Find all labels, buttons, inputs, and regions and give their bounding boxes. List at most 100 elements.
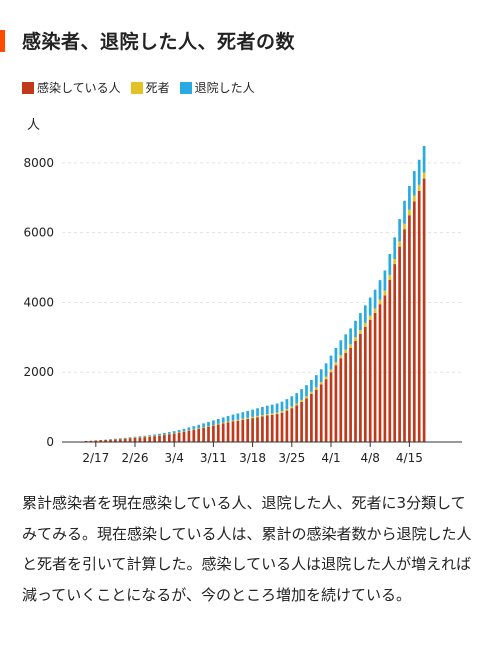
legend-swatch-infected xyxy=(22,81,34,94)
bar-death xyxy=(128,437,132,439)
bar-infected xyxy=(344,353,348,442)
x-tick-label: 4/8 xyxy=(361,451,380,465)
bar-infected xyxy=(261,416,264,442)
bar-recovered xyxy=(305,385,308,397)
bar-death xyxy=(280,411,284,413)
bar-recovered xyxy=(261,407,264,416)
bar-recovered xyxy=(148,435,152,437)
bar-infected xyxy=(251,418,254,442)
bar-recovered xyxy=(216,418,220,424)
bar-death xyxy=(158,435,161,436)
bar-infected xyxy=(408,215,411,442)
bar-death xyxy=(216,423,220,425)
legend-item-death: 死者 xyxy=(130,79,170,96)
bar-death xyxy=(153,435,156,437)
bar-recovered xyxy=(393,237,397,260)
bar-recovered xyxy=(412,171,416,196)
bar-infected xyxy=(314,389,318,442)
chart-title: 感染者、退院した人、死者の数 xyxy=(22,31,296,53)
bar-death xyxy=(290,406,294,409)
y-tick-label: 2000 xyxy=(23,365,54,379)
bar-infected xyxy=(398,246,401,442)
bar-recovered xyxy=(153,434,156,436)
bar-death xyxy=(133,437,137,438)
bar-infected xyxy=(422,178,426,442)
bar-recovered xyxy=(363,305,367,323)
y-tick-label: 0 xyxy=(46,435,54,449)
bar-recovered xyxy=(319,369,323,382)
bar-recovered xyxy=(138,436,142,438)
x-tick-label: 3/4 xyxy=(165,451,184,465)
bar-infected xyxy=(378,304,382,442)
bar-death xyxy=(123,438,127,439)
bar-death xyxy=(265,414,269,416)
bar-recovered xyxy=(339,340,343,356)
bar-infected xyxy=(354,340,357,442)
bar-infected xyxy=(329,372,333,442)
bar-recovered xyxy=(221,417,225,423)
bar-death xyxy=(251,416,254,419)
bar-infected xyxy=(89,440,93,442)
bar-death xyxy=(324,376,328,380)
bar-recovered xyxy=(359,313,362,331)
x-tick-labels: 2/17 2/26 3/4 3/11 3/18 3/25 4/1 4/8 4/15 xyxy=(82,451,423,465)
bar-infected xyxy=(202,427,205,442)
bar-infected xyxy=(319,384,323,442)
bar-recovered xyxy=(275,403,279,413)
bar-infected xyxy=(256,417,259,442)
x-tick-label: 3/25 xyxy=(278,451,305,465)
bar-infected xyxy=(138,437,142,442)
bar-recovered xyxy=(388,253,392,275)
legend-item-recovered: 退院した人 xyxy=(179,79,255,96)
bar-recovered xyxy=(167,432,171,434)
bar-recovered xyxy=(246,410,250,418)
bar-death xyxy=(339,355,343,359)
bar-death xyxy=(305,396,308,399)
bar-recovered xyxy=(114,438,117,440)
bar-death xyxy=(388,274,392,280)
bar-recovered xyxy=(300,389,303,400)
bar-death xyxy=(118,438,122,440)
bar-death xyxy=(319,381,323,385)
bar-infected xyxy=(349,347,352,442)
bar-death xyxy=(177,432,181,433)
bar-infected xyxy=(177,432,181,442)
bar-infected xyxy=(226,422,230,442)
bar-death xyxy=(143,436,147,438)
bar-recovered xyxy=(143,435,147,437)
stacked-bar-chart: 人 0 2000 4000 6000 8000 2/17 2/26 3/4 3/11 3/18 3… xyxy=(23,118,462,465)
bar-death xyxy=(373,308,377,313)
legend-label-recovered: 退院した人 xyxy=(194,81,255,95)
bar-death xyxy=(197,428,201,429)
bar-infected xyxy=(305,398,308,442)
bar-death xyxy=(207,426,210,427)
bar-recovered xyxy=(265,405,269,415)
bar-recovered xyxy=(133,436,137,438)
y-tick-label: 4000 xyxy=(23,295,54,309)
bar-death xyxy=(256,415,259,418)
bar-infected xyxy=(143,436,147,442)
x-tick-label: 3/18 xyxy=(239,451,266,465)
bar-infected xyxy=(221,423,225,442)
bar-infected xyxy=(128,437,132,442)
bar-infected xyxy=(216,424,220,442)
bar-death xyxy=(187,430,191,431)
bar-death xyxy=(246,417,250,419)
bar-recovered xyxy=(310,380,313,392)
bar-infected xyxy=(158,435,161,442)
bar-death xyxy=(368,315,372,320)
bar-recovered xyxy=(422,145,426,173)
bar-death xyxy=(226,421,230,423)
bar-death xyxy=(349,344,352,348)
bar-infected xyxy=(310,393,313,442)
bar-infected xyxy=(324,379,328,442)
title-accent-bar xyxy=(0,30,5,52)
gridlines xyxy=(62,162,462,373)
bar-infected xyxy=(84,440,88,442)
bar-death xyxy=(261,415,264,417)
bar-death xyxy=(275,412,279,415)
bar-infected xyxy=(99,440,103,442)
bar-infected xyxy=(339,358,343,442)
bar-death xyxy=(270,413,274,415)
bar-infected xyxy=(265,415,269,442)
